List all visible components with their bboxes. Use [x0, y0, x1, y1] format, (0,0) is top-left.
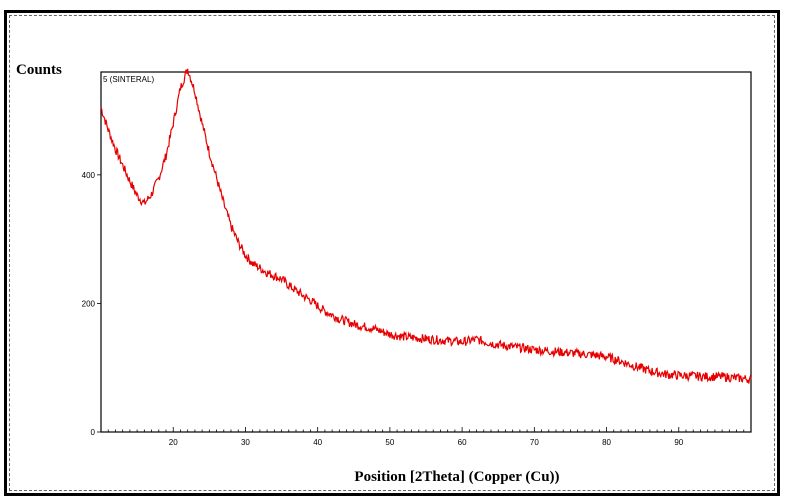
y-tick-label: 0	[91, 428, 96, 437]
x-tick-label: 70	[530, 438, 539, 447]
x-tick-label: 30	[241, 438, 250, 447]
axis-ticks: 20 30 40 50 60 70 80 90 0 200 400	[82, 171, 752, 447]
plot-area	[100, 71, 752, 433]
x-tick-label: 20	[169, 438, 178, 447]
x-tick-label: 60	[458, 438, 467, 447]
x-tick-label: 80	[602, 438, 611, 447]
y-tick-label: 200	[82, 299, 96, 308]
series-line	[100, 68, 752, 384]
chart-frame	[4, 10, 780, 496]
series-legend: 5 (SINTERAL)	[103, 75, 154, 84]
y-axis-title: Counts	[16, 62, 62, 78]
x-axis-title: Position [2Theta] (Copper (Cu))	[354, 469, 559, 485]
x-tick-label: 40	[313, 438, 322, 447]
y-tick-label: 400	[82, 171, 96, 180]
x-tick-label: 90	[674, 438, 683, 447]
x-tick-label: 50	[385, 438, 394, 447]
